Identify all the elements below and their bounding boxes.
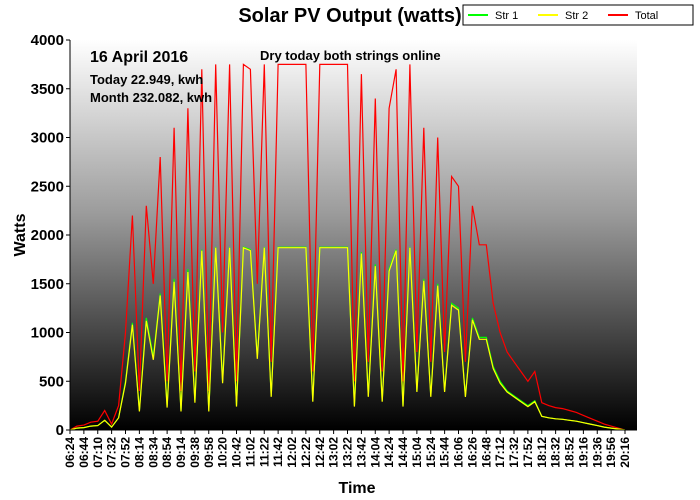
- x-tick-label: 13:22: [341, 437, 355, 468]
- legend-label-total: Total: [635, 10, 658, 22]
- x-tick-label: 12:42: [313, 437, 327, 468]
- x-tick-label: 19:16: [576, 437, 590, 468]
- y-tick-label: 2000: [31, 227, 64, 244]
- y-axis-label: Watts: [12, 213, 29, 256]
- chart-title: Solar PV Output (watts): [238, 5, 461, 27]
- x-tick-label: 07:10: [91, 437, 105, 468]
- x-tick-label: 09:14: [174, 437, 188, 468]
- x-tick-label: 08:34: [146, 437, 160, 468]
- x-tick-label: 16:26: [465, 437, 479, 468]
- x-tick-label: 17:32: [507, 437, 521, 468]
- x-tick-label: 17:12: [493, 437, 507, 468]
- x-tick-label: 18:52: [563, 437, 577, 468]
- x-tick-label: 08:54: [160, 437, 174, 468]
- x-tick-label: 11:42: [271, 437, 285, 467]
- legend-label-str1: Str 1: [495, 10, 518, 22]
- series-layer: [69, 63, 626, 431]
- y-ticks: 0 500 1000 1500 2000 2500 3000 3500 4000: [31, 32, 70, 439]
- x-tick-label: 08:14: [132, 437, 146, 468]
- y-tick-label: 3000: [31, 130, 64, 147]
- x-tick-label: 18:12: [535, 437, 549, 468]
- x-tick-label: 15:24: [424, 437, 438, 468]
- y-tick-label: 4000: [31, 32, 64, 49]
- y-tick-label: 3500: [31, 81, 64, 98]
- y-tick-label: 1500: [31, 276, 64, 293]
- x-tick-label: 11:22: [257, 437, 271, 467]
- legend-label-str2: Str 2: [565, 10, 588, 22]
- x-tick-label: 09:58: [202, 437, 216, 468]
- x-tick-label: 16:06: [452, 437, 466, 468]
- series-line-str-2: [69, 246, 626, 431]
- y-tick-label: 2500: [31, 178, 64, 195]
- x-ticks: 06:24 06:44 07:10 07:32 07:52 08:14 08:34 08:54…: [63, 430, 632, 468]
- x-tick-label: 18:32: [549, 437, 563, 468]
- y-tick-label: 500: [39, 373, 64, 390]
- y-tick-label: 0: [56, 422, 64, 439]
- x-tick-label: 12:02: [285, 437, 299, 468]
- x-tick-label: 06:24: [63, 437, 77, 468]
- x-tick-label: 17:52: [521, 437, 535, 468]
- x-tick-label: 10:20: [216, 437, 230, 468]
- x-tick-label: 14:24: [382, 437, 396, 468]
- x-tick-label: 19:56: [604, 437, 618, 468]
- note-annotation: Dry today both strings online: [260, 48, 441, 63]
- x-tick-label: 13:02: [327, 437, 341, 468]
- legend-box: [462, 4, 694, 26]
- today-energy: Today 22.949, kwh: [90, 72, 203, 87]
- x-tick-label: 12:22: [299, 437, 313, 468]
- x-tick-label: 16:48: [479, 437, 493, 468]
- x-tick-label: 13:42: [354, 437, 368, 468]
- x-tick-label: 15:04: [410, 437, 424, 468]
- x-tick-label: 07:32: [105, 437, 119, 468]
- x-axis-label: Time: [338, 480, 375, 497]
- series-line-total: [69, 63, 626, 431]
- month-energy: Month 232.082, kwh: [90, 90, 212, 105]
- x-tick-label: 10:42: [230, 437, 244, 468]
- x-tick-label: 06:44: [77, 437, 91, 468]
- y-tick-label: 1000: [31, 325, 64, 342]
- x-tick-label: 14:04: [368, 437, 382, 468]
- x-tick-label: 14:44: [396, 437, 410, 468]
- x-tick-label: 09:38: [188, 437, 202, 468]
- x-tick-label: 11:02: [243, 437, 257, 467]
- x-tick-label: 19:36: [590, 437, 604, 468]
- date-annotation: 16 April 2016: [90, 49, 188, 66]
- x-tick-label: 07:52: [119, 437, 133, 468]
- legend: Str 1 Str 2 Total: [462, 4, 694, 26]
- x-tick-label: 20:16: [618, 437, 632, 468]
- x-tick-label: 15:44: [438, 437, 452, 468]
